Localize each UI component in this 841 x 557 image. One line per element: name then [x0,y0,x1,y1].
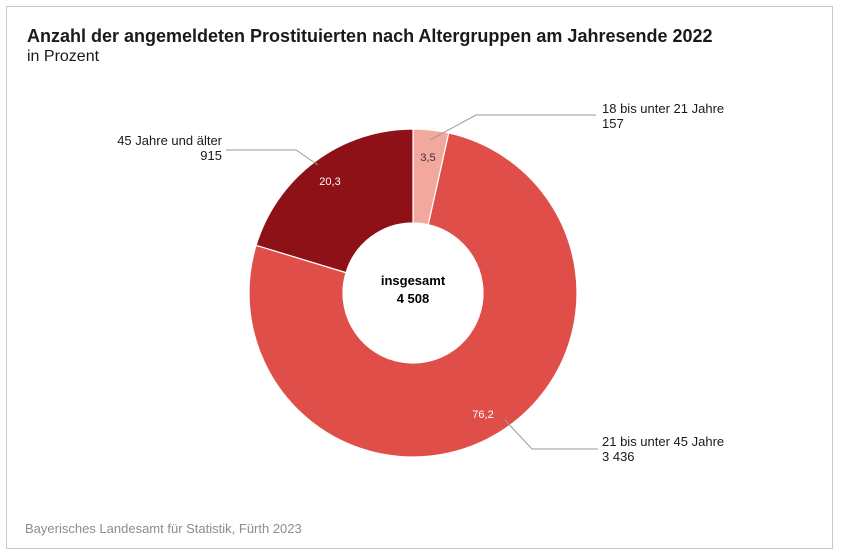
slice-percent-label-2: 76,2 [472,409,493,421]
center-total-value: 4 508 [397,291,430,306]
slice-percent-label-1: 3,5 [420,152,435,164]
center-total-label: insgesamt [381,273,446,288]
chart-subtitle: in Prozent [27,48,100,65]
leader-line-2 [504,419,598,450]
category-count-2: 3 436 [602,449,635,464]
category-count-1: 157 [602,116,624,131]
category-name-1: 18 bis unter 21 Jahre [602,101,724,116]
slice-percent-label-3: 20,3 [319,176,340,188]
leader-line-1 [429,114,596,141]
donut-slice-3 [255,128,414,274]
chart-frame [6,6,833,549]
chart-title: Anzahl der angemeldeten Prostituierten n… [27,26,713,46]
leader-line-3 [226,149,319,166]
category-name-2: 21 bis unter 45 Jahre [602,434,724,449]
donut-slice-2 [248,132,578,458]
category-name-3: 45 Jahre und älter [117,133,222,148]
category-count-3: 915 [200,148,222,163]
source-note: Bayerisches Landesamt für Statistik, Für… [25,521,302,536]
